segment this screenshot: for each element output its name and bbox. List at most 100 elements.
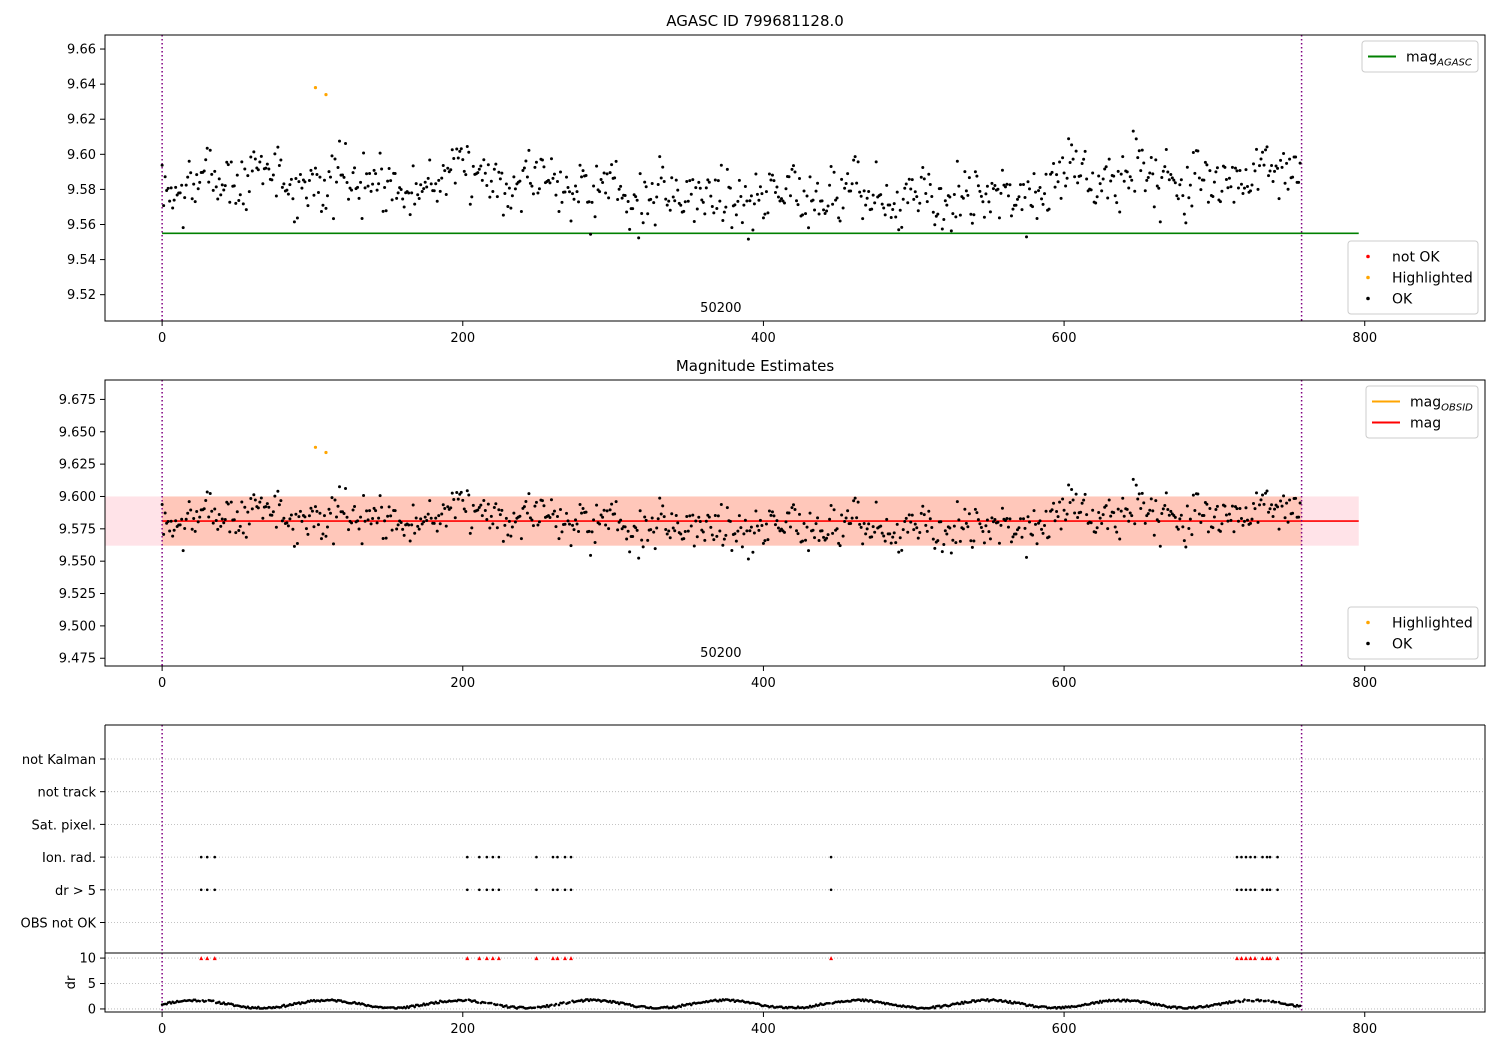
dr-clipped-marker (1260, 956, 1265, 961)
ok-point (1140, 148, 1144, 152)
ok-point (276, 489, 280, 493)
ok-point (291, 197, 295, 201)
ok-point (912, 528, 916, 532)
x-tick-label: 600 (1052, 676, 1077, 691)
ok-point (380, 167, 384, 171)
flag-point (1235, 855, 1239, 859)
legend-label-subscript: OBSID (1441, 403, 1473, 414)
ok-point (1074, 149, 1078, 153)
x-tick-label: 800 (1352, 676, 1377, 691)
ok-point (528, 516, 532, 520)
ok-point (665, 532, 669, 536)
ok-point (574, 184, 578, 188)
ok-point (1298, 501, 1302, 505)
ok-point (757, 528, 761, 532)
ok-point (997, 216, 1001, 220)
ok-point (686, 199, 690, 203)
ok-point (1279, 499, 1283, 503)
ok-point (1245, 184, 1249, 188)
ok-point (922, 177, 926, 181)
ok-point (704, 186, 708, 190)
ok-point (491, 189, 495, 193)
ok-point (867, 522, 871, 526)
ok-point (1021, 517, 1025, 521)
flag-point (1261, 888, 1264, 892)
ok-point (925, 529, 929, 533)
ok-point (456, 497, 460, 501)
ok-point (760, 523, 764, 527)
ok-point (725, 167, 729, 171)
flag-point (205, 888, 209, 892)
ok-point (593, 541, 597, 545)
ok-point (892, 202, 896, 206)
ok-point (1061, 156, 1065, 160)
ok-point (918, 531, 922, 535)
ok-point (525, 511, 529, 515)
ok-point (1119, 509, 1123, 513)
ok-point (1271, 179, 1275, 183)
ok-point (631, 207, 635, 211)
y-tick-label: 5 (88, 977, 96, 992)
ok-point (825, 209, 829, 213)
ok-point (782, 530, 786, 534)
flag-point (535, 855, 538, 859)
ok-point (195, 509, 199, 513)
ok-point (843, 520, 847, 524)
ok-point (1067, 137, 1071, 141)
x-tick-label: 400 (751, 331, 776, 346)
ok-point (1285, 501, 1289, 505)
ok-point (1091, 508, 1095, 512)
ok-point (1199, 521, 1203, 525)
ok-point (670, 176, 674, 180)
ok-point (598, 522, 602, 526)
ok-point (787, 175, 791, 179)
dr-clipped-marker (465, 956, 470, 961)
flag-point (1240, 855, 1243, 859)
ok-point (951, 538, 955, 542)
legend-dot-swatch (1366, 620, 1370, 625)
ok-point (1034, 190, 1038, 194)
ok-point (894, 215, 898, 219)
ok-point (925, 200, 929, 204)
ok-point (709, 525, 713, 529)
ok-point (166, 186, 170, 190)
ok-point (1083, 492, 1087, 496)
ok-point (692, 544, 696, 548)
ok-point (1178, 183, 1182, 187)
dr-point (828, 1001, 831, 1005)
ok-point (1154, 158, 1158, 162)
ok-point (1015, 197, 1019, 201)
ok-point (852, 158, 856, 162)
ok-point (749, 525, 753, 529)
dr-point (1298, 1004, 1302, 1008)
ok-point (671, 526, 675, 530)
ok-point (683, 529, 687, 533)
ok-point (670, 512, 674, 516)
ok-point (940, 227, 944, 231)
ok-point (610, 163, 614, 167)
ok-point (571, 192, 575, 196)
ok-point (607, 196, 611, 200)
ok-point (193, 529, 197, 533)
ok-point (1270, 503, 1274, 507)
ok-point (1185, 165, 1189, 169)
dr-point (1267, 999, 1270, 1002)
flag-point (556, 888, 559, 892)
ok-point (910, 513, 914, 517)
ok-point (519, 209, 523, 213)
ok-point (357, 196, 361, 200)
ok-point (912, 197, 916, 201)
ok-point (698, 186, 702, 190)
ok-point (440, 512, 444, 516)
ok-point (784, 187, 788, 191)
ok-point (531, 524, 535, 528)
dr-point (1174, 1005, 1177, 1008)
ok-point (265, 502, 269, 506)
ok-point (286, 524, 290, 528)
ok-point (641, 545, 645, 549)
flag-point (485, 855, 489, 859)
ok-point (1262, 163, 1266, 167)
ok-point (592, 184, 596, 188)
ok-point (933, 546, 937, 550)
